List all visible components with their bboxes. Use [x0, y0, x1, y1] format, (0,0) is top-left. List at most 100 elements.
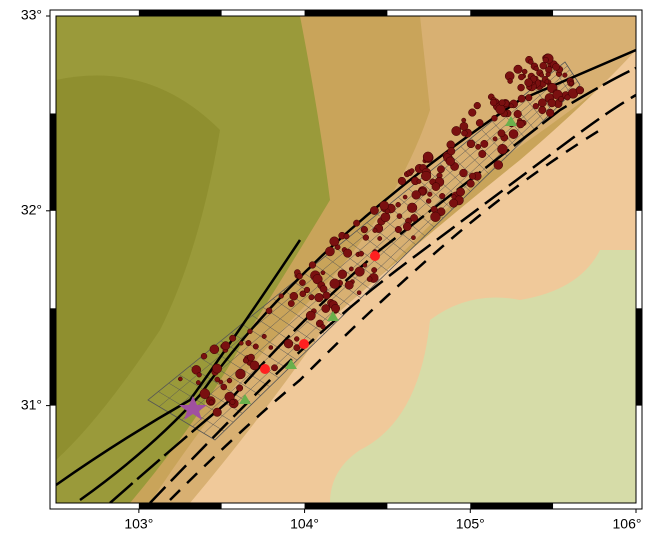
- aftershock: [498, 144, 508, 154]
- aftershock: [437, 166, 444, 173]
- border-segment: [305, 503, 388, 509]
- aftershock: [474, 102, 481, 109]
- aftershock: [403, 195, 407, 199]
- aftershock: [304, 287, 310, 293]
- aftershock: [227, 378, 232, 383]
- border-segment: [636, 113, 642, 210]
- aftershock: [467, 180, 474, 187]
- border-segment: [470, 503, 553, 509]
- aftershock: [236, 385, 242, 391]
- border-segment: [387, 503, 470, 509]
- aftershock: [545, 79, 549, 83]
- aftershock: [367, 277, 372, 282]
- border-segment: [553, 10, 636, 16]
- aftershock: [380, 201, 389, 210]
- page: 103°104°105°106°31°32°33° (() => { const…: [0, 0, 651, 538]
- aftershock: [446, 157, 455, 166]
- aftershock: [563, 73, 568, 78]
- aftershock: [309, 295, 314, 300]
- aftershock: [271, 365, 277, 371]
- aftershock: [381, 213, 390, 222]
- aftershock: [344, 234, 349, 239]
- aftershock: [200, 389, 210, 399]
- border-segment: [139, 10, 222, 16]
- aftershock: [431, 206, 438, 213]
- aftershock: [476, 119, 483, 126]
- aftershock: [262, 334, 267, 339]
- aftershock: [353, 220, 359, 226]
- aftershock: [248, 329, 253, 334]
- border-segment: [50, 113, 56, 210]
- aftershock: [178, 377, 182, 381]
- aftershock: [323, 292, 330, 299]
- aftershock: [403, 222, 411, 230]
- aftershock: [309, 262, 316, 269]
- aftershock: [496, 105, 506, 115]
- aftershock: [330, 279, 340, 289]
- aftershock: [398, 177, 406, 185]
- aftershock: [493, 137, 497, 141]
- aftershock: [201, 353, 207, 359]
- aftershock: [230, 399, 235, 404]
- aftershock: [499, 100, 505, 106]
- aftershock: [306, 311, 315, 320]
- aftershock: [361, 226, 368, 233]
- aftershock: [330, 237, 339, 246]
- aftershock: [509, 129, 518, 138]
- aftershock: [417, 179, 421, 183]
- aftershock: [239, 341, 243, 345]
- border-segment: [50, 406, 56, 503]
- border-segment: [636, 211, 642, 308]
- aftershock: [215, 377, 220, 382]
- aftershock: [321, 324, 326, 329]
- map: 103°104°105°106°31°32°33°: [0, 0, 651, 538]
- border-segment: [636, 406, 642, 503]
- x-tick-label: 105°: [456, 516, 485, 532]
- aftershock: [569, 81, 573, 85]
- aftershock: [525, 79, 533, 87]
- aftershock: [552, 63, 559, 70]
- aftershock: [518, 74, 524, 80]
- aftershock: [321, 271, 325, 275]
- mainshock: [299, 339, 309, 349]
- aftershock: [467, 140, 475, 148]
- aftershock: [359, 251, 364, 256]
- aftershock: [213, 408, 222, 417]
- aftershock: [397, 214, 402, 219]
- aftershock: [426, 199, 431, 204]
- aftershock: [479, 150, 486, 157]
- aftershock: [221, 384, 227, 390]
- aftershock: [565, 95, 570, 100]
- aftershock: [246, 340, 251, 345]
- aftershock: [460, 169, 468, 177]
- aftershock: [509, 104, 513, 108]
- aftershock: [345, 281, 353, 289]
- aftershock: [460, 122, 468, 130]
- aftershock: [539, 106, 546, 113]
- aftershock: [288, 300, 294, 306]
- aftershock: [468, 109, 476, 117]
- aftershock: [212, 364, 221, 373]
- aftershock: [439, 193, 445, 199]
- aftershock: [498, 130, 505, 137]
- border-segment: [470, 10, 553, 16]
- aftershock: [423, 152, 433, 162]
- aftershock: [431, 212, 441, 222]
- aftershock: [508, 79, 513, 84]
- aftershock: [517, 120, 525, 128]
- aftershock: [548, 99, 556, 107]
- aftershock: [539, 73, 543, 77]
- aftershock: [522, 69, 527, 74]
- border-segment: [222, 10, 305, 16]
- aftershock: [410, 214, 417, 221]
- aftershock: [395, 226, 402, 233]
- aftershock: [514, 65, 522, 73]
- aftershock: [279, 294, 284, 299]
- aftershock: [490, 99, 497, 106]
- terrain: [56, 16, 636, 503]
- y-tick-label: 31°: [21, 396, 42, 412]
- aftershock: [518, 84, 525, 91]
- aftershock: [248, 354, 255, 361]
- aftershock: [546, 109, 554, 117]
- aftershock: [320, 285, 327, 292]
